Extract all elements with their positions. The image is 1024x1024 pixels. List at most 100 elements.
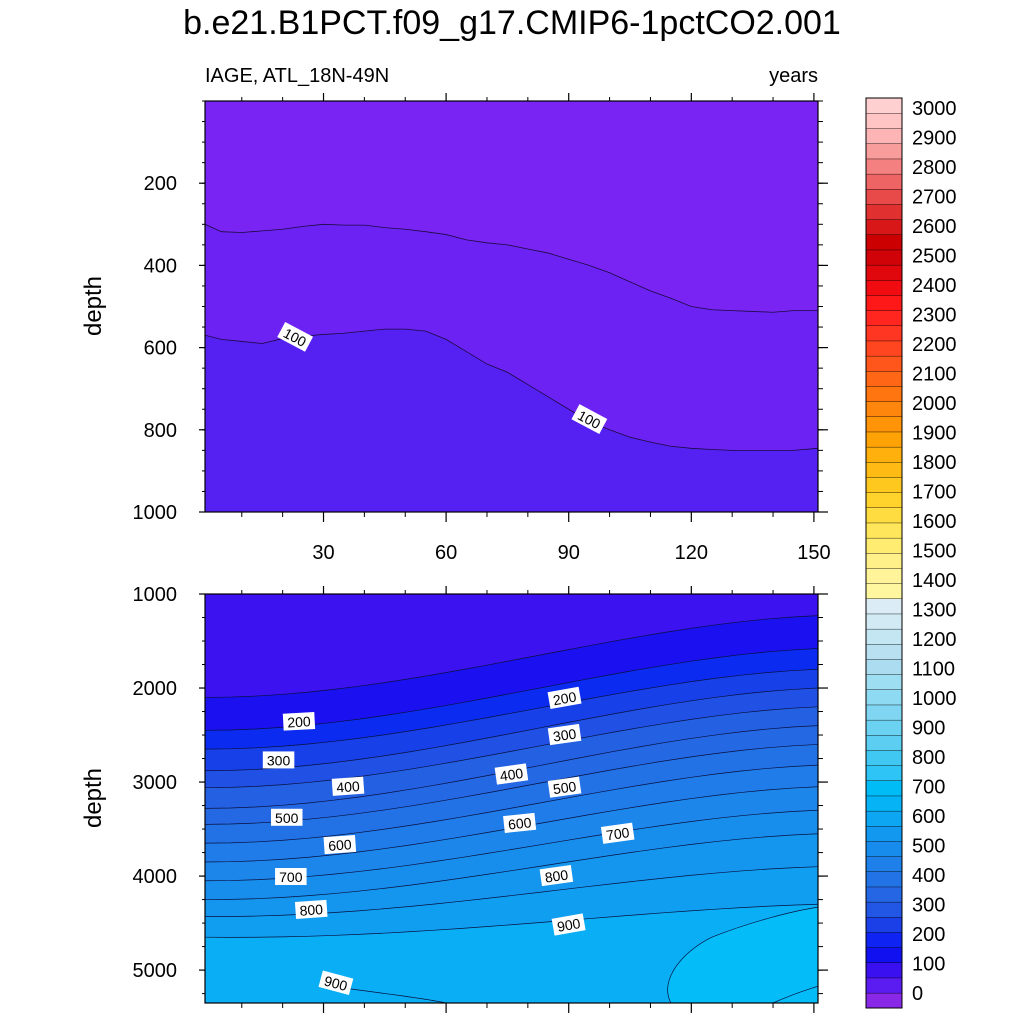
colorbar-label: 1900 [912, 423, 957, 445]
contour-label-text: 500 [552, 778, 578, 797]
colorbar-swatch [865, 446, 903, 463]
colorbar-swatch [865, 461, 903, 478]
colorbar-swatch [865, 643, 903, 660]
lower-contour-labels: 200 200 300 300 400 400 500 500 600 600 700 700 800 8… [262, 686, 635, 996]
lower-panel: 200 200 300 300 400 400 500 500 600 600 700 700 800 8… [80, 584, 828, 1013]
contour-label-text: 200 [552, 688, 578, 708]
lower-contour-line [205, 833, 818, 900]
contour-label-bg [277, 321, 314, 352]
colorbar-label: 0 [912, 983, 923, 1005]
contour-label-bg [294, 899, 328, 919]
contour-label-text: 600 [507, 814, 532, 832]
colorbar-swatch [865, 704, 903, 721]
colorbar-swatch [865, 931, 903, 948]
y-tick-label: 200 [144, 173, 177, 195]
colorbar-swatch [865, 294, 903, 311]
contour-label: 600 [503, 812, 537, 834]
colorbar-label: 800 [912, 747, 945, 769]
contour-label-bg [547, 776, 582, 798]
upper-contour-line [205, 223, 818, 313]
contour-label-text: 800 [544, 866, 570, 885]
contour-label-bg [331, 776, 365, 796]
y-tick-label: 800 [144, 420, 177, 442]
y-tick-label: 600 [144, 338, 177, 360]
colorbar-swatch [865, 598, 903, 615]
contour-label-bg [262, 751, 295, 769]
colorbar-label: 1800 [912, 452, 957, 474]
y-tick-label: 2000 [133, 678, 178, 700]
colorbar-swatch [865, 992, 903, 1009]
y-tick-label: 4000 [133, 866, 178, 888]
contour-label-bg [503, 812, 537, 834]
colorbar-label: 1400 [912, 570, 957, 592]
colorbar-swatch [865, 234, 903, 251]
contour-label: 300 [262, 751, 295, 769]
colorbar-swatch [865, 537, 903, 554]
colorbar: 0 100 200 300 400 500 600 700 800 900 1000 1100 1200… [865, 97, 957, 1009]
colorbar-label: 100 [912, 954, 945, 976]
lower-contour-line [205, 744, 818, 825]
contour-label-bg [318, 970, 354, 996]
colorbar-label: 2200 [912, 334, 957, 356]
colorbar-swatch [865, 628, 903, 645]
contour-label-text: 900 [322, 973, 349, 995]
contour-label-bg [547, 686, 582, 709]
colorbar-label: 2100 [912, 364, 957, 386]
colorbar-swatch [865, 810, 903, 827]
upper-right-label: years [769, 65, 818, 87]
contour-label-bg [323, 834, 357, 855]
colorbar-frame [865, 97, 903, 1009]
colorbar-label: 700 [912, 777, 945, 799]
colorbar-swatch [865, 840, 903, 857]
contour-label-text: 700 [605, 824, 631, 843]
colorbar-swatch [865, 977, 903, 994]
contour-label-text: 800 [299, 901, 324, 919]
contour-label-text: 300 [552, 725, 578, 744]
contour-label-bg [571, 404, 608, 434]
colorbar-label: 200 [912, 924, 945, 946]
contour-label: 300 [547, 723, 582, 746]
lower-contour-line [205, 903, 818, 938]
colorbar-label: 2900 [912, 128, 957, 150]
x-tick-label: 150 [797, 542, 830, 564]
colorbar-label: 300 [912, 895, 945, 917]
contour-label: 800 [294, 899, 328, 919]
x-tick-label: 60 [435, 542, 457, 564]
lower-contour-line [335, 986, 447, 1003]
contour-label: 900 [318, 970, 354, 996]
colorbar-swatch [865, 492, 903, 509]
colorbar-swatch [865, 431, 903, 448]
colorbar-swatch [865, 264, 903, 281]
contour-label: 400 [494, 763, 529, 785]
colorbar-swatch [865, 947, 903, 963]
colorbar-label: 3000 [912, 98, 957, 120]
colorbar-swatch [865, 143, 903, 160]
colorbar-label: 400 [912, 865, 945, 887]
lower-contour-line [205, 687, 818, 772]
colorbar-label: 1100 [912, 659, 955, 681]
y-tick-label: 1000 [133, 502, 178, 524]
colorbar-swatch [865, 355, 903, 372]
contour-label-bg [275, 868, 307, 886]
colorbar-swatch [865, 219, 903, 235]
colorbar-swatch [865, 825, 903, 842]
colorbar-label: 600 [912, 806, 945, 828]
contour-label-text: 900 [556, 915, 582, 935]
colorbar-swatch [865, 158, 903, 175]
colorbar-swatch [865, 173, 903, 190]
y-tick-label: 400 [144, 255, 177, 277]
colorbar-label: 2300 [912, 305, 957, 327]
contour-label: 200 [282, 712, 316, 731]
colorbar-swatch [865, 871, 903, 888]
colorbar-swatch [865, 385, 903, 402]
lower-axes: 1000 2000 3000 4000 5000 [133, 584, 828, 1013]
colorbar-swatch [865, 856, 903, 872]
contour-label: 500 [547, 776, 582, 798]
contour-label: 800 [539, 864, 574, 887]
contour-label-text: 300 [267, 752, 291, 768]
lower-band-13 [205, 904, 818, 1003]
colorbar-swatch [865, 689, 903, 706]
colorbar-swatch [865, 916, 903, 933]
